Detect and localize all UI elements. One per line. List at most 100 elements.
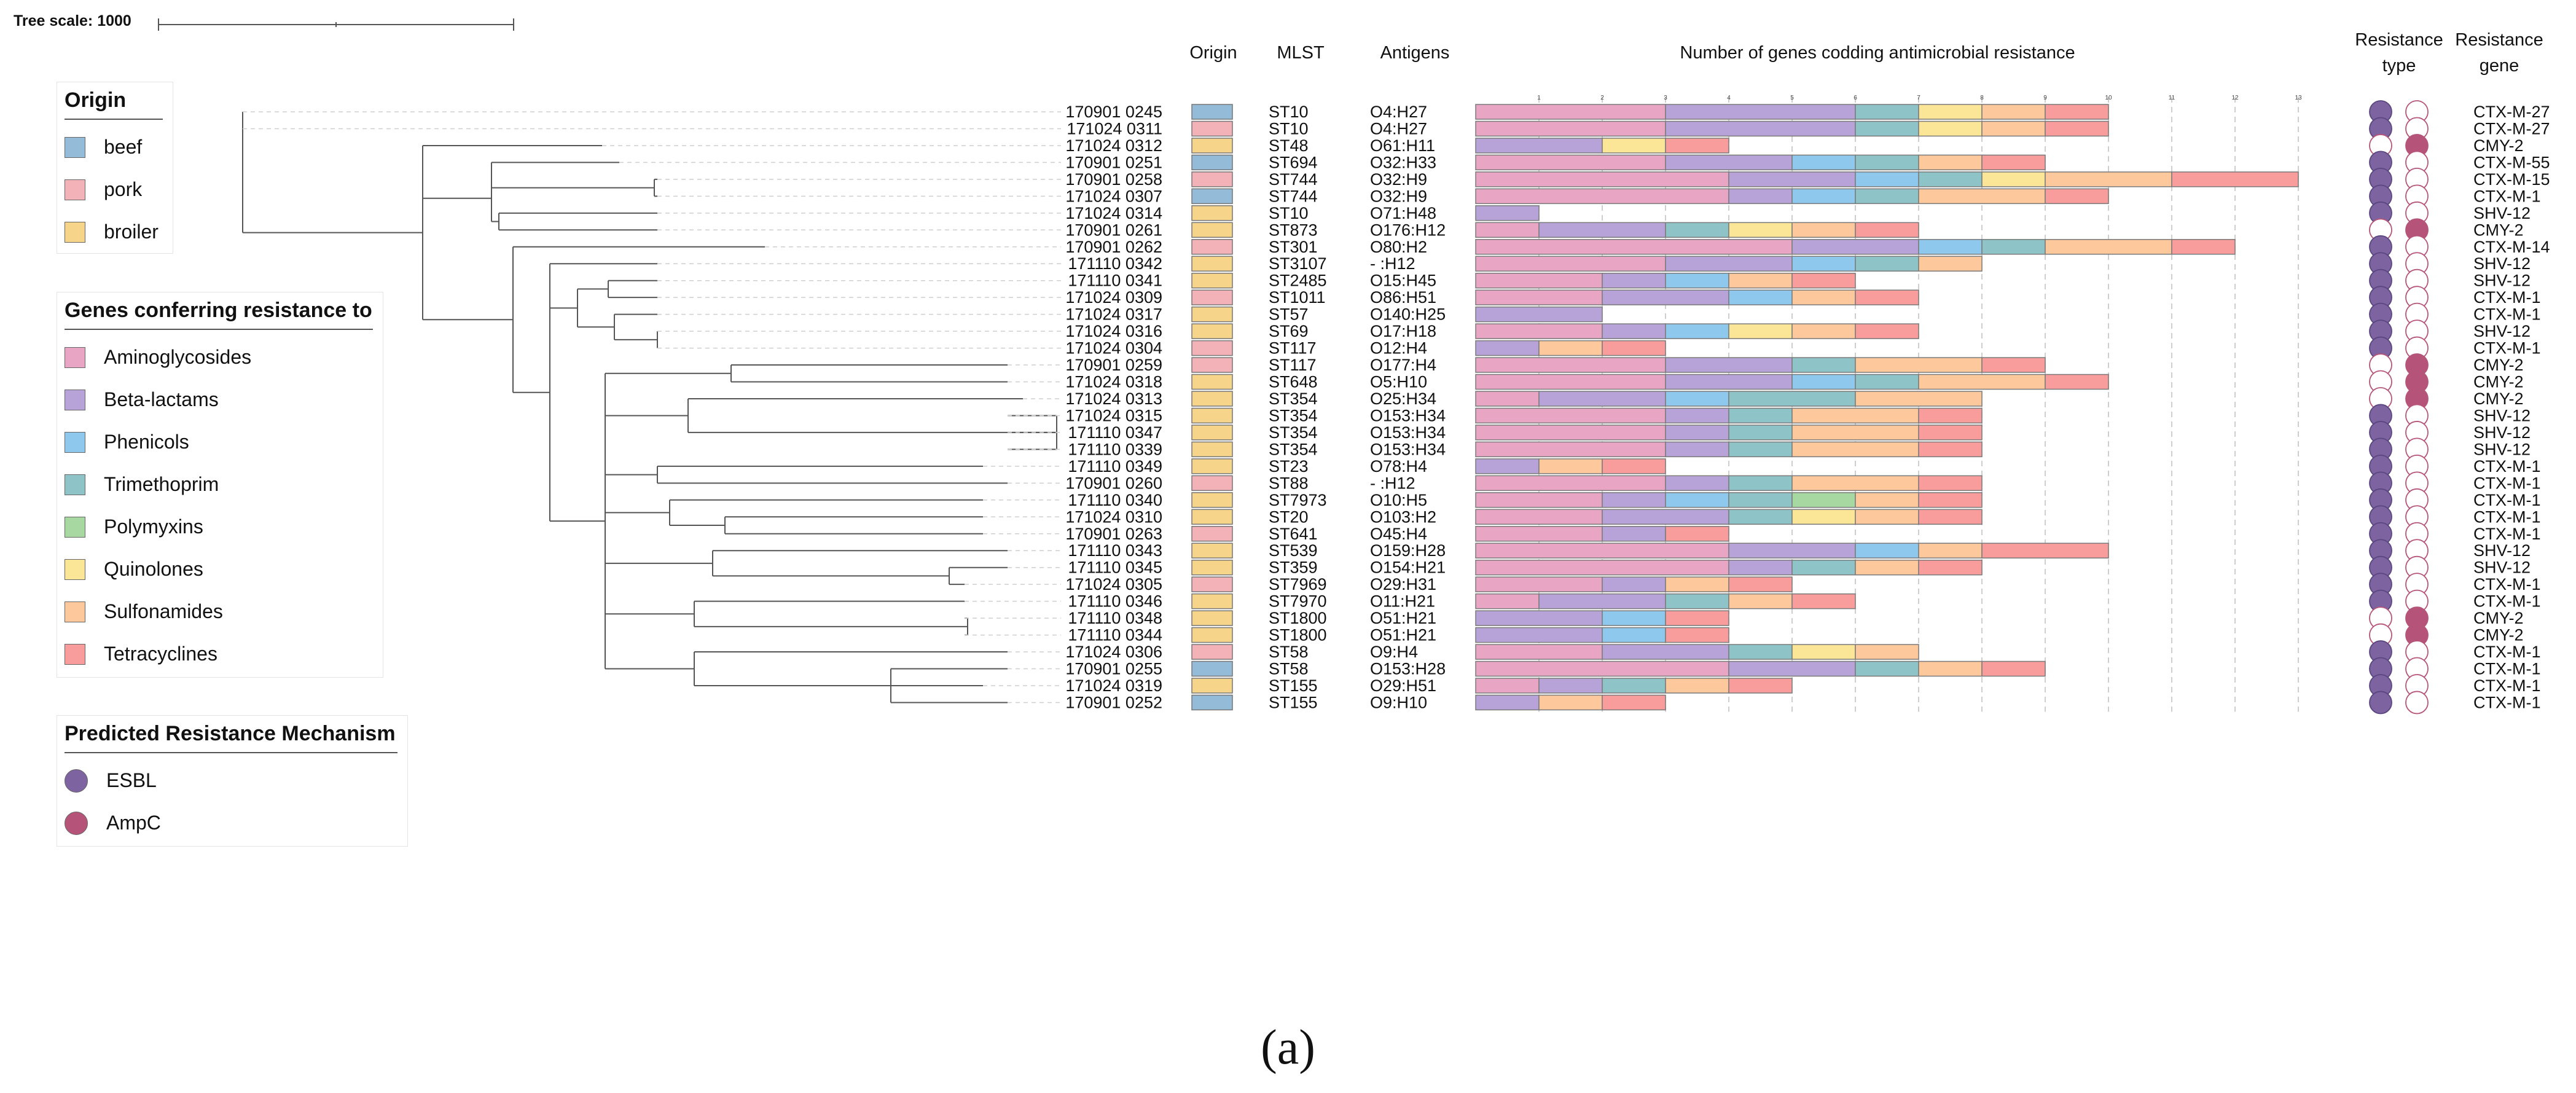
gene-bar-segment (1791, 475, 1919, 492)
gene-bar-segment (1918, 425, 1983, 441)
tree-scale-bar (158, 18, 514, 31)
gene-bar-segment (1855, 256, 1919, 272)
gene-bar-segment (1918, 104, 1983, 120)
isolate-label: 171110 0349 (1068, 457, 1162, 476)
gene-bar-segment (1791, 289, 1856, 305)
antigen-label: O25:H34 (1370, 390, 1436, 408)
gene-legend-item: Quinolones (65, 548, 383, 590)
mlst-label: ST354 (1269, 423, 1318, 442)
mechanism-legend: Predicted Resistance Mechanism ESBL AmpC (57, 715, 408, 847)
gene-legend-item: Trimethoprim (65, 463, 383, 506)
mechanism-legend-label: AmpC (106, 812, 161, 834)
gene-legend-swatch (65, 347, 85, 368)
gene-bar-segment (1538, 678, 1603, 694)
gene-bar-segment (1918, 171, 1983, 187)
gene-bar-segment (1855, 357, 1983, 373)
resistance-gene-label: SHV-12 (2473, 558, 2531, 577)
gene-legend-item: Tetracyclines (65, 633, 383, 675)
table-row: 170901 0251 ST694 O32:H33 CTX-M-55 (1065, 151, 2550, 174)
gene-bar-segment (1918, 188, 2046, 205)
header-resistance-gene-line1: Resistance (2455, 30, 2543, 50)
mechanism-legend-title: Predicted Resistance Mechanism (65, 722, 397, 753)
table-row: 171110 0344 ST1800 O51:H21 CMY-2 (1068, 623, 2524, 647)
esbl-marker (2369, 691, 2392, 715)
antigen-label: O29:H51 (1370, 676, 1436, 695)
gene-bar-segment (1665, 391, 1729, 407)
mlst-label: ST7969 (1269, 575, 1327, 594)
gene-bar-segment (1602, 610, 1666, 626)
origin-legend-item: broiler (65, 211, 173, 253)
gene-legend-swatch (65, 431, 85, 453)
gene-legend-item: Polymyxins (65, 506, 383, 548)
gene-bar-segment (1728, 441, 1793, 458)
gene-bar-segment (1855, 323, 1919, 339)
gene-bar-segment (1475, 289, 1603, 305)
gene-bar-segment (1728, 289, 1793, 305)
mlst-label: ST301 (1269, 238, 1318, 256)
gene-bar-segment (1475, 104, 1666, 120)
gene-bar-segment (1855, 154, 1919, 171)
antigen-label: O9:H10 (1370, 693, 1427, 711)
gene-legend-label: Sulfonamides (104, 600, 223, 622)
gene-bar-segment (1475, 576, 1603, 592)
gene-bar-segment (1475, 188, 1729, 205)
table-row: 171024 0304 ST117 O12:H4 CTX-M-1 (1065, 336, 2541, 360)
mechanism-legend-label: ESBL (106, 769, 157, 791)
gene-bar-segment (1855, 492, 1919, 508)
table-row: 171024 0313 ST354 O25:H34 CMY-2 (1065, 387, 2524, 410)
gene-bar-segment (1475, 425, 1666, 441)
table-row: 170901 0262 ST301 O80:H2 CTX-M-14 (1065, 235, 2550, 259)
origin-legend-title: Origin (65, 88, 163, 120)
gene-bar-segment (1538, 694, 1603, 711)
isolate-label: 171024 0319 (1065, 676, 1162, 695)
gene-axis-tick-label: 9 (2043, 95, 2047, 101)
gene-bar-segment (1855, 104, 1919, 120)
mlst-label: ST354 (1269, 440, 1318, 458)
table-row: 171024 0317 ST57 O140:H25 CTX-M-1 (1065, 302, 2541, 326)
isolate-label: 171024 0315 (1065, 406, 1162, 425)
antigen-label: O71:H48 (1370, 204, 1436, 222)
gene-bar-segment (1475, 357, 1666, 373)
gene-bar-segment (1728, 678, 1793, 694)
origin-swatch (1191, 138, 1233, 154)
resistance-gene-label: SHV-12 (2473, 541, 2531, 560)
mlst-label: ST744 (1269, 187, 1318, 205)
gene-bar-segment (1791, 441, 1919, 458)
isolate-label: 171024 0306 (1065, 643, 1162, 661)
gene-bar-segment (1665, 138, 1729, 154)
isolate-label: 171110 0346 (1068, 592, 1162, 611)
origin-swatch (1191, 678, 1233, 694)
resistance-gene-label: CTX-M-1 (2473, 676, 2541, 695)
gene-bar-segment (1791, 559, 1856, 576)
gene-bar-segment (1665, 492, 1729, 508)
gene-bar-segment (1855, 374, 1919, 390)
gene-bar-segment (2045, 374, 2109, 390)
gene-bar-segment (1791, 407, 1919, 424)
gene-axis-tick-label: 4 (1727, 95, 1731, 101)
mlst-label: ST7970 (1269, 592, 1327, 611)
gene-bar-segment (2045, 104, 2109, 120)
gene-bar-segment (1981, 357, 2046, 373)
header-genes: Number of genes codding antimicrobial re… (1680, 43, 2075, 63)
gene-bar-segment (1602, 458, 1666, 474)
antigen-label: O51:H21 (1370, 609, 1436, 627)
resistance-gene-label: SHV-12 (2473, 272, 2531, 290)
mlst-label: ST7973 (1269, 491, 1327, 509)
isolate-label: 171110 0341 (1068, 272, 1162, 290)
mlst-label: ST58 (1269, 660, 1309, 678)
mlst-label: ST1800 (1269, 626, 1327, 644)
gene-bar-segment (1475, 627, 1603, 643)
gene-bar-segment (1475, 694, 1540, 711)
gene-bar-segment (1728, 644, 1793, 660)
resistance-gene-label: CTX-M-1 (2473, 187, 2541, 205)
gene-legend-label: Aminoglycosides (104, 346, 252, 368)
gene-bar-segment (1538, 458, 1603, 474)
gene-bar-segment (1665, 526, 1729, 542)
gene-bar-segment (1602, 678, 1666, 694)
gene-bar-segment (1475, 660, 1729, 677)
origin-legend-swatch (65, 136, 85, 158)
gene-legend-item: Beta-lactams (65, 378, 383, 421)
antigen-label: O103:H2 (1370, 507, 1436, 526)
gene-bar-segment (1475, 340, 1540, 356)
